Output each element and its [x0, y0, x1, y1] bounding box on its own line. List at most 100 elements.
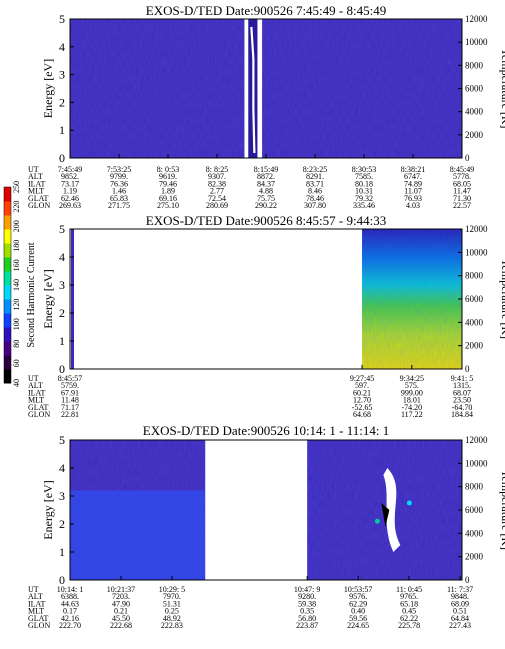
colorbar-swatch	[4, 355, 11, 370]
y-tick-label-right: 12000	[465, 14, 488, 24]
table-cell: 269.63	[59, 201, 81, 210]
table-cell: -64.70	[452, 403, 473, 412]
table-cell: 76.36	[110, 179, 128, 188]
table-cell: 0.51	[453, 607, 467, 616]
table-cell: 76.93	[404, 194, 422, 203]
table-cell: 65.83	[110, 194, 128, 203]
table-cell: 10:14: 1	[57, 585, 83, 594]
y-tick-label-right: 4000	[465, 107, 484, 117]
row-label: ALT	[28, 172, 43, 181]
table-cell: 62.46	[61, 194, 79, 203]
y-tick-label: 1	[59, 334, 65, 348]
panel-2: EXOS-D/TED Date:900526 8:45:57 - 9:44:33…	[28, 213, 505, 419]
table-cell: 8872.	[257, 172, 275, 181]
y-tick-label: 0	[59, 151, 65, 165]
y-tick-label-right: 12000	[465, 224, 488, 234]
table-cell: 12.70	[353, 396, 371, 405]
table-cell: 999.00	[401, 388, 423, 397]
table-cell: 47.90	[112, 599, 130, 608]
table-cell: 224.65	[347, 621, 369, 630]
table-cell: 9852.	[61, 172, 79, 181]
colorbar-swatch	[4, 327, 11, 342]
y-tick-label-right: 10000	[465, 458, 488, 468]
table-cell: 73.17	[61, 179, 79, 188]
spectrogram-texture	[70, 19, 462, 158]
table-cell: 9799.	[110, 172, 128, 181]
colorbar-tick-label: 160	[12, 259, 21, 271]
table-cell: 271.75	[108, 201, 130, 210]
table-cell: 8: 8:25	[206, 165, 228, 174]
table-cell: 11.48	[61, 396, 79, 405]
table-cell: 10:47: 9	[294, 585, 320, 594]
event-dot	[374, 518, 380, 524]
table-cell: 227.43	[449, 621, 471, 630]
table-cell: 11: 0:45	[396, 585, 422, 594]
data-gap	[257, 19, 263, 158]
colorbar-tick-label: 60	[12, 359, 21, 367]
row-label: GLON	[28, 621, 50, 630]
colorbar-tick-label: 100	[12, 318, 21, 330]
colorbar-tick-label: 140	[12, 279, 21, 291]
table-cell: 280.69	[206, 201, 228, 210]
table-cell: 72.54	[208, 194, 226, 203]
y-tick-label: 5	[59, 12, 65, 26]
y-axis-label-right: Temperature [K]	[499, 259, 505, 339]
table-cell: 42.16	[61, 614, 79, 623]
table-cell: 82.38	[208, 179, 226, 188]
table-cell: 48.92	[163, 614, 181, 623]
table-cell: 1.89	[161, 187, 175, 196]
y-tick-label: 0	[59, 573, 65, 587]
row-label: ALT	[28, 381, 43, 390]
table-cell: 8:15:49	[254, 165, 278, 174]
table-cell: 9765.	[400, 592, 418, 601]
data-sliver	[71, 229, 74, 369]
table-cell: 7:53:25	[107, 165, 131, 174]
y-tick-label-right: 2000	[465, 552, 484, 562]
y-tick-label-right: 6000	[465, 84, 484, 94]
table-cell: 11: 7:37	[447, 585, 473, 594]
table-cell: 275.10	[157, 201, 179, 210]
table-cell: 0.35	[300, 607, 314, 616]
table-cell: 79.32	[355, 194, 373, 203]
y-tick-label: 2	[59, 95, 65, 109]
y-tick-label-right: 0	[465, 153, 470, 163]
y-tick-label-right: 4000	[465, 528, 484, 538]
table-cell: 0.25	[165, 607, 179, 616]
table-cell: 84.37	[257, 179, 275, 188]
panel-title: EXOS-D/TED Date:900526 8:45:57 - 9:44:33	[146, 213, 386, 228]
colorbar-swatch	[4, 271, 11, 286]
y-tick-label: 3	[59, 489, 65, 503]
table-cell: 10.31	[355, 187, 373, 196]
panel-title: EXOS-D/TED Date:900526 10:14: 1 - 11:14:…	[143, 423, 390, 438]
event-dot	[406, 500, 412, 506]
table-cell: 62.29	[349, 599, 367, 608]
row-label: MLT	[28, 396, 44, 405]
table-cell: 59.38	[298, 599, 316, 608]
colorbar-swatch	[4, 243, 11, 258]
low-energy-band	[70, 490, 206, 580]
table-cell: 1315.	[453, 381, 471, 390]
row-label: ALT	[28, 592, 43, 601]
table-cell: 79.46	[159, 179, 177, 188]
row-label: GLAT	[28, 614, 49, 623]
spectrogram-texture	[362, 229, 462, 369]
colorbar-swatch	[4, 285, 11, 300]
y-tick-label: 4	[59, 250, 65, 264]
table-cell: 83.71	[306, 179, 324, 188]
table-cell: 9:41: 5	[451, 374, 473, 383]
data-gap	[244, 19, 249, 158]
table-cell: 9:34:25	[400, 374, 424, 383]
table-cell: 7:45:49	[58, 165, 82, 174]
table-cell: 2.77	[210, 187, 224, 196]
table-cell: 0.45	[402, 607, 416, 616]
table-cell: 307.80	[304, 201, 326, 210]
table-cell: -74.20	[401, 403, 422, 412]
y-tick-label: 0	[59, 362, 65, 376]
row-label: GLON	[28, 410, 50, 419]
table-cell: 22.57	[453, 201, 471, 210]
table-cell: 222.70	[59, 621, 81, 630]
table-cell: 10:53:57	[344, 585, 372, 594]
table-cell: 8291.	[306, 172, 324, 181]
table-cell: 0.40	[351, 607, 365, 616]
